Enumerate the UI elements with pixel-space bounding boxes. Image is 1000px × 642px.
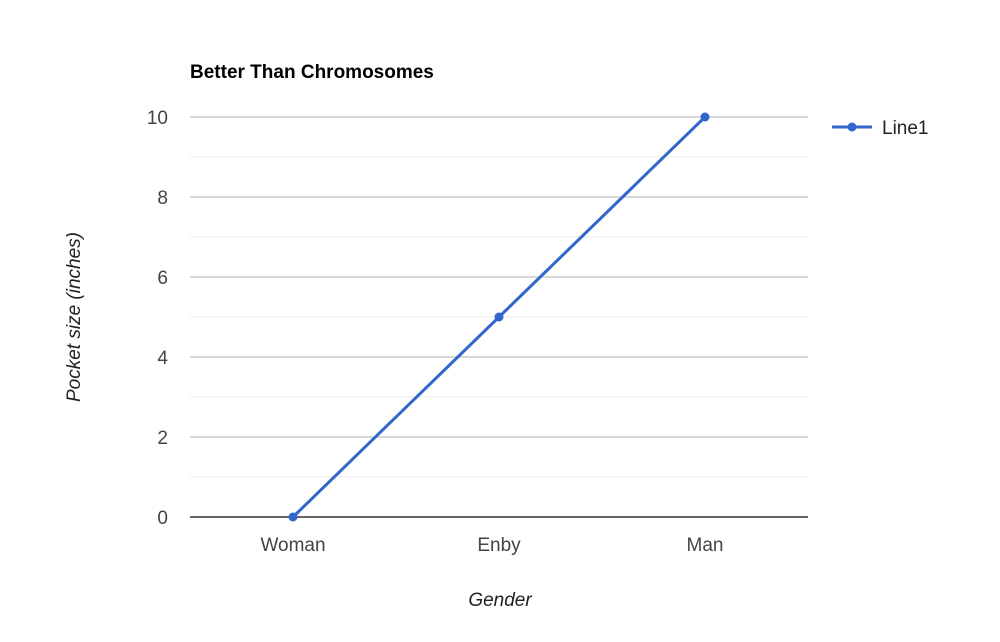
x-axis-ticks: Woman Enby Man	[260, 535, 723, 556]
chart-title: Better Than Chromosomes	[190, 62, 434, 83]
x-axis-title: Gender	[468, 590, 532, 611]
y-axis-title: Pocket size (inches)	[64, 232, 85, 402]
data-point	[288, 512, 298, 522]
x-tick-label: Man	[687, 535, 724, 556]
series-layer	[288, 112, 710, 522]
y-tick-label: 6	[157, 268, 168, 289]
data-point	[700, 112, 710, 122]
data-point	[494, 312, 504, 322]
y-tick-label: 4	[157, 348, 168, 369]
y-axis-ticks: 0 2 4 6 8 10	[147, 108, 169, 529]
x-tick-label: Woman	[260, 535, 325, 556]
legend-label: Line1	[882, 118, 929, 139]
y-tick-label: 8	[157, 188, 168, 209]
legend: Line1	[832, 118, 929, 139]
legend-swatch-point	[847, 122, 857, 132]
y-tick-label: 10	[147, 108, 168, 129]
x-tick-label: Enby	[477, 535, 521, 556]
y-tick-label: 0	[157, 508, 168, 529]
legend-item: Line1	[832, 118, 929, 139]
y-tick-label: 2	[157, 428, 168, 449]
